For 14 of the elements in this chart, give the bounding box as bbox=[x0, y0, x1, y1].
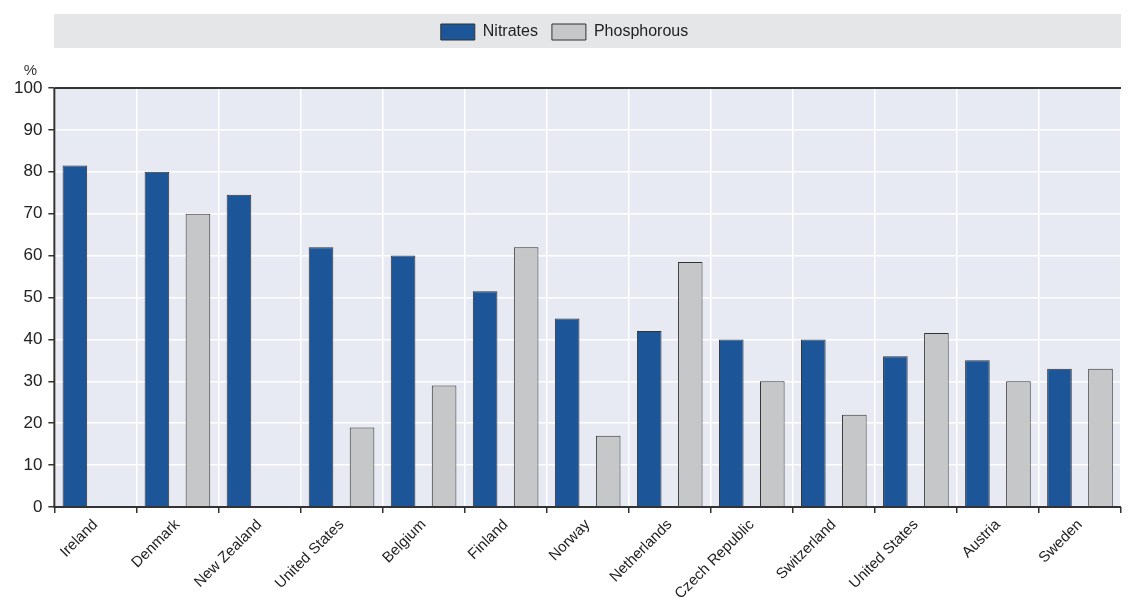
y-tick-label: 60 bbox=[23, 245, 43, 265]
y-tick-label: 30 bbox=[23, 370, 43, 390]
y-tick-label: 50 bbox=[23, 287, 43, 307]
y-tick-label: 70 bbox=[23, 203, 43, 223]
y-tick-label: 10 bbox=[23, 454, 43, 474]
y-tick-label: 0 bbox=[32, 496, 43, 516]
y-tick-label: 90 bbox=[23, 119, 43, 139]
y-tick-label: 100 bbox=[13, 77, 43, 97]
legend-label: Phosphorous bbox=[593, 22, 689, 40]
y-tick-label: 80 bbox=[23, 161, 43, 181]
y-axis-title: % bbox=[23, 60, 38, 78]
y-tick-label: 40 bbox=[23, 329, 43, 349]
y-tick-label: 20 bbox=[23, 412, 43, 432]
legend-label: Nitrates bbox=[482, 22, 538, 40]
